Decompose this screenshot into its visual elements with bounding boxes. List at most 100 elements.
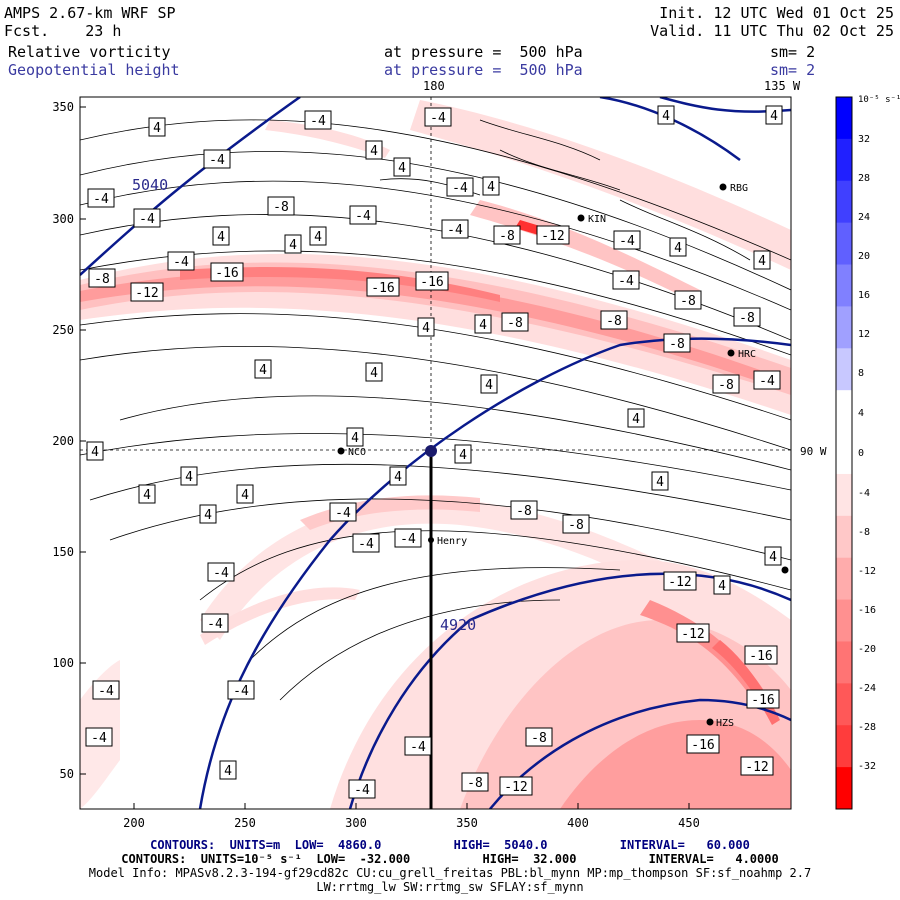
svg-text:-16: -16 — [420, 275, 443, 290]
svg-text:-8: -8 — [669, 337, 685, 352]
svg-text:4: 4 — [224, 764, 232, 779]
svg-text:4: 4 — [289, 238, 297, 253]
contour-label: -4 — [87, 188, 115, 208]
station-kin-label: KIN — [588, 214, 606, 225]
svg-text:-4: -4 — [430, 111, 446, 126]
svg-text:4: 4 — [143, 488, 151, 503]
contour-label: -4 — [207, 562, 235, 582]
contour-label: 4 — [212, 226, 230, 246]
svg-text:-4: -4 — [358, 537, 374, 552]
svg-text:-8: -8 — [94, 272, 110, 287]
svg-text:4: 4 — [674, 241, 682, 256]
contour-label: 4 — [365, 362, 383, 382]
contour-label: -8 — [510, 500, 538, 520]
svg-text:4: 4 — [185, 470, 193, 485]
contour-label: 4 — [148, 117, 166, 137]
contour-label: -4 — [85, 727, 113, 747]
colorbar-cell — [836, 306, 852, 349]
height-label-4920: 4920 — [440, 616, 476, 634]
svg-text:4: 4 — [422, 321, 430, 336]
contour-label: -4 — [424, 107, 452, 127]
station-henry-label: Henry — [437, 536, 467, 547]
station-hrc-label: HRC — [738, 349, 756, 360]
contour-label: -8 — [525, 727, 553, 747]
contour-label: -4 — [394, 528, 422, 548]
map-frame — [79, 96, 792, 810]
svg-text:-8: -8 — [531, 731, 547, 746]
svg-text:4: 4 — [769, 550, 777, 565]
svg-text:-16: -16 — [858, 605, 876, 616]
colorbar-cell — [836, 767, 852, 810]
colorbar-cell — [836, 264, 852, 307]
contour-label: 4 — [474, 314, 492, 334]
fcst-value: 23 h — [85, 22, 122, 40]
colorbar: 10⁻⁵ s⁻¹ 32 28 24 20 16 12 8 4 0 -4 -8 -… — [835, 95, 900, 810]
svg-text:-12: -12 — [858, 566, 876, 577]
svg-text:-4: -4 — [410, 740, 426, 755]
colorbar-cell — [836, 515, 852, 559]
contour-label: -4 — [446, 177, 474, 197]
svg-text:-8: -8 — [467, 776, 483, 791]
svg-text:-4: -4 — [173, 255, 189, 270]
footer-vorticity-contours: CONTOURS: UNITS=10⁻⁵ s⁻¹ LOW= -32.000 HI… — [121, 852, 779, 866]
valid-time: Valid. 11 UTC Thu 02 Oct 25 — [650, 22, 894, 40]
contour-label: 4 — [454, 444, 472, 464]
contour-label: -4 — [201, 613, 229, 633]
init-time: Init. 12 UTC Wed 01 Oct 25 — [659, 4, 894, 22]
vorticity-contours — [80, 119, 791, 701]
contour-label: -4 — [349, 205, 377, 225]
footer-physics: LW:rrtmg_lw SW:rrtmg_sw SFLAY:sf_mynn — [316, 880, 584, 894]
svg-text:-4: -4 — [91, 731, 107, 746]
contour-label: -4 — [753, 370, 781, 390]
height-label-5040: 5040 — [132, 176, 168, 194]
x-axis: 200 250 300 350 400 450 — [123, 803, 700, 830]
svg-text:4: 4 — [217, 230, 225, 245]
contour-label: 4 — [627, 408, 645, 428]
product-title: AMPS 2.67-km WRF SP — [4, 4, 176, 22]
svg-text:4: 4 — [259, 363, 267, 378]
svg-text:32: 32 — [858, 134, 870, 145]
contour-label: -4 — [329, 502, 357, 522]
field2-level: at pressure = 500 hPa — [384, 61, 583, 79]
contour-label: 4 — [669, 237, 687, 257]
svg-text:-4: -4 — [355, 209, 371, 224]
svg-text:4: 4 — [770, 109, 778, 124]
colorbar-cell — [836, 390, 852, 433]
colorbar-cell — [836, 599, 852, 642]
field2-name: Geopotential height — [8, 61, 180, 79]
svg-text:4: 4 — [487, 180, 495, 195]
contour-label: -4 — [352, 533, 380, 553]
y-tick-label: 300 — [52, 212, 74, 226]
svg-text:4: 4 — [632, 412, 640, 427]
svg-text:4: 4 — [758, 254, 766, 269]
svg-text:-8: -8 — [507, 316, 523, 331]
svg-text:-16: -16 — [371, 281, 394, 296]
svg-text:4: 4 — [204, 508, 212, 523]
contour-label: 4 — [389, 466, 407, 486]
contour-label: -12 — [663, 571, 697, 591]
svg-text:-4: -4 — [209, 153, 225, 168]
svg-text:-4: -4 — [233, 684, 249, 699]
svg-text:-4: -4 — [858, 488, 870, 499]
svg-text:-4: -4 — [759, 374, 775, 389]
contour-label: -4 — [133, 208, 161, 228]
svg-text:-4: -4 — [618, 274, 634, 289]
svg-text:-8: -8 — [499, 229, 515, 244]
field2-smoothing: sm= 2 — [770, 61, 816, 79]
contour-label: 4 — [657, 105, 675, 125]
svg-text:0: 0 — [858, 448, 864, 459]
svg-text:-8: -8 — [516, 504, 532, 519]
contour-label: 4 — [765, 105, 783, 125]
svg-text:-32: -32 — [858, 761, 876, 772]
contour-label: 4 — [199, 504, 217, 524]
contour-label: 4 — [309, 226, 327, 246]
station-rbg-label: RBG — [730, 183, 748, 194]
svg-text:-4: -4 — [139, 212, 155, 227]
contour-label: -12 — [130, 282, 164, 302]
y-axis: 350 300 250 200 150 100 50 — [52, 100, 86, 781]
footer-height-contours: CONTOURS: UNITS=m LOW= 4860.0 HIGH= 5040… — [150, 838, 750, 852]
colorbar-cell — [836, 473, 852, 517]
svg-text:-12: -12 — [135, 286, 158, 301]
stations: RBG KIN HRC NCO Henry HZS — [337, 183, 789, 729]
